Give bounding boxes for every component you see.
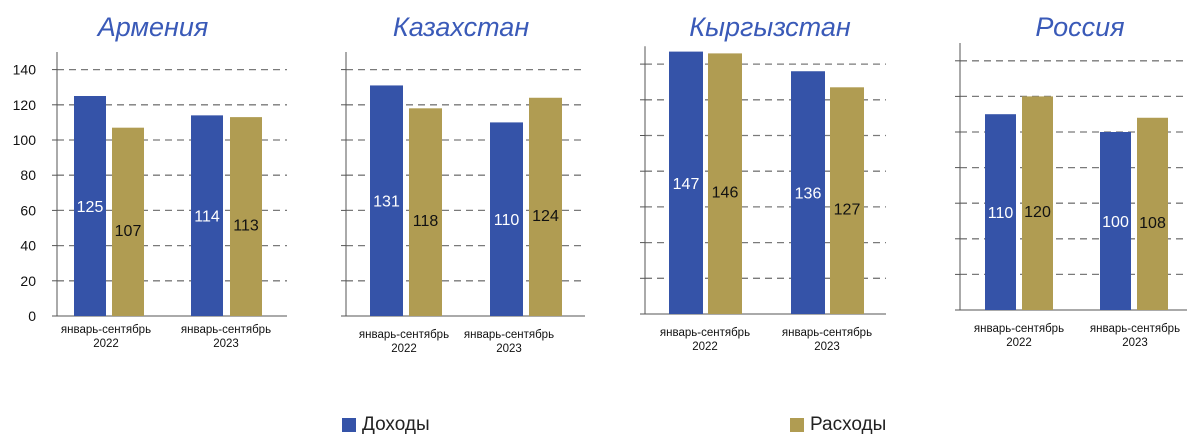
x-tick-label: 2023	[496, 343, 522, 355]
y-tick-label: 80	[20, 167, 36, 183]
x-tick-label: 2023	[213, 338, 239, 350]
data-label: 120	[1024, 204, 1051, 221]
data-label: 107	[115, 223, 142, 240]
bar-income	[191, 115, 223, 316]
bar-expense	[409, 108, 442, 316]
y-tick-label: 0	[28, 308, 36, 324]
data-label: 146	[712, 185, 739, 202]
bar-expense	[1137, 117, 1168, 310]
x-tick-label: 2022	[1006, 337, 1032, 349]
bar-income	[985, 114, 1016, 310]
y-tick-label: 40	[20, 238, 36, 254]
data-label: 108	[1139, 215, 1166, 232]
legend-income: Доходы	[342, 413, 430, 437]
x-tick-label: 2023	[814, 341, 840, 353]
legend-income-label: Доходы	[362, 414, 430, 435]
bar-income	[669, 51, 703, 314]
x-tick-label: январь-сентябрь	[782, 327, 872, 339]
bar-expense	[230, 117, 262, 317]
data-label: 125	[77, 199, 104, 216]
legend-expense-swatch	[790, 418, 804, 432]
x-tick-label: январь-сентябрь	[181, 324, 271, 336]
x-tick-label: 2022	[391, 343, 417, 355]
data-label: 100	[1102, 214, 1129, 231]
bar-expense	[708, 53, 742, 314]
data-label: 136	[795, 186, 822, 203]
data-label: 110	[988, 205, 1014, 222]
data-label: 113	[233, 218, 259, 235]
x-tick-label: 2022	[93, 338, 119, 350]
chart-title: Армения	[96, 12, 209, 42]
bar-expense	[1022, 96, 1053, 311]
bar-income	[370, 85, 403, 316]
data-label: 124	[532, 208, 559, 225]
data-label: 131	[373, 194, 400, 211]
bar-income	[791, 71, 825, 315]
data-label: 147	[673, 176, 700, 193]
y-tick-label: 140	[13, 62, 37, 78]
y-tick-label: 120	[13, 97, 37, 113]
chart-title: Казахстан	[393, 12, 530, 42]
legend-income-swatch	[342, 418, 356, 432]
x-tick-label: январь-сентябрь	[61, 324, 151, 336]
x-tick-label: январь-сентябрь	[1090, 323, 1180, 335]
bar-expense	[830, 87, 864, 315]
legend-expense: Расходы	[790, 413, 886, 437]
x-tick-label: январь-сентябрь	[660, 327, 750, 339]
data-label: 127	[834, 202, 861, 219]
bar-expense	[112, 127, 144, 317]
y-tick-label: 60	[20, 202, 36, 218]
bar-income	[1100, 132, 1131, 310]
x-tick-label: 2022	[692, 341, 718, 353]
chart-title: Кыргызстан	[689, 12, 851, 42]
bar-income	[74, 96, 106, 316]
y-tick-label: 20	[20, 273, 36, 289]
chart-title: Россия	[1035, 12, 1124, 42]
bar-income	[490, 122, 523, 317]
x-tick-label: январь-сентябрь	[464, 329, 554, 341]
x-tick-label: январь-сентябрь	[974, 323, 1064, 335]
x-tick-label: 2023	[1122, 337, 1148, 349]
y-tick-label: 100	[13, 132, 37, 148]
data-label: 114	[194, 209, 220, 226]
legend-expense-label: Расходы	[810, 414, 887, 435]
bar-expense	[529, 97, 562, 316]
data-label: 110	[494, 212, 520, 229]
data-label: 118	[413, 213, 439, 230]
charts-canvas: Армения 0 20 40 60 80 100 120 140 125 107 114 113 янв…	[13, 12, 1187, 355]
x-tick-label: январь-сентябрь	[359, 329, 449, 341]
